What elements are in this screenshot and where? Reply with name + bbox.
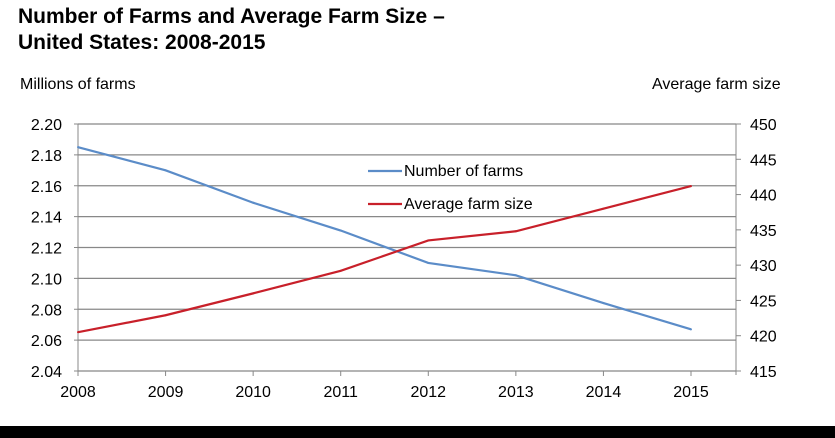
chart-title-line1: Number of Farms and Average Farm Size – — [18, 5, 445, 28]
legend-label: Average farm size — [404, 196, 533, 213]
right-tick-label: 415 — [750, 364, 777, 381]
left-tick-label: 2.10 — [31, 271, 62, 288]
bottom-bar — [0, 426, 835, 438]
right-tick-label: 425 — [750, 293, 777, 310]
data-point — [339, 229, 342, 232]
right-tick-label: 435 — [750, 223, 777, 240]
right-tick-label: 430 — [750, 258, 777, 275]
left-axis-label: Millions of farms — [20, 76, 136, 93]
series-line-1 — [77, 185, 692, 334]
x-tick-label: 2013 — [498, 384, 534, 401]
left-tick-label: 2.18 — [31, 148, 62, 165]
x-tick-label: 2014 — [586, 384, 622, 401]
data-point — [427, 261, 430, 264]
chart-title: Number of Farms and Average Farm Size – … — [18, 4, 445, 56]
chart-title-line2: United States: 2008-2015 — [18, 31, 266, 54]
left-tick-label: 2.16 — [31, 179, 62, 196]
data-point — [514, 230, 517, 233]
data-point — [77, 146, 79, 149]
legend-label: Number of farms — [404, 163, 523, 180]
data-point — [602, 207, 605, 210]
data-point — [77, 331, 79, 334]
data-point — [690, 328, 692, 331]
left-tick-label: 2.08 — [31, 302, 62, 319]
x-tick-label: 2015 — [673, 384, 709, 401]
x-tick-label: 2008 — [60, 384, 96, 401]
right-axis-label: Average farm size — [652, 76, 781, 93]
right-tick-label: 450 — [750, 117, 777, 134]
data-point — [514, 274, 517, 277]
data-point — [427, 239, 430, 242]
right-tick-label: 420 — [750, 329, 777, 346]
data-point — [339, 269, 342, 272]
x-tick-label: 2012 — [410, 384, 446, 401]
data-point — [252, 201, 255, 204]
left-tick-label: 2.20 — [31, 117, 62, 134]
left-tick-label: 2.14 — [31, 210, 62, 227]
data-point — [252, 292, 255, 295]
left-tick-label: 2.06 — [31, 333, 62, 350]
data-point — [602, 302, 605, 305]
right-tick-label: 445 — [750, 152, 777, 169]
left-tick-label: 2.04 — [31, 364, 62, 381]
x-tick-label: 2010 — [235, 384, 271, 401]
x-tick-label: 2009 — [148, 384, 184, 401]
series-line-0 — [77, 146, 692, 331]
right-tick-label: 440 — [750, 188, 777, 205]
data-point — [164, 169, 167, 172]
data-point — [164, 314, 167, 317]
left-tick-label: 2.12 — [31, 241, 62, 258]
data-point — [690, 185, 692, 188]
x-tick-label: 2011 — [324, 384, 359, 401]
